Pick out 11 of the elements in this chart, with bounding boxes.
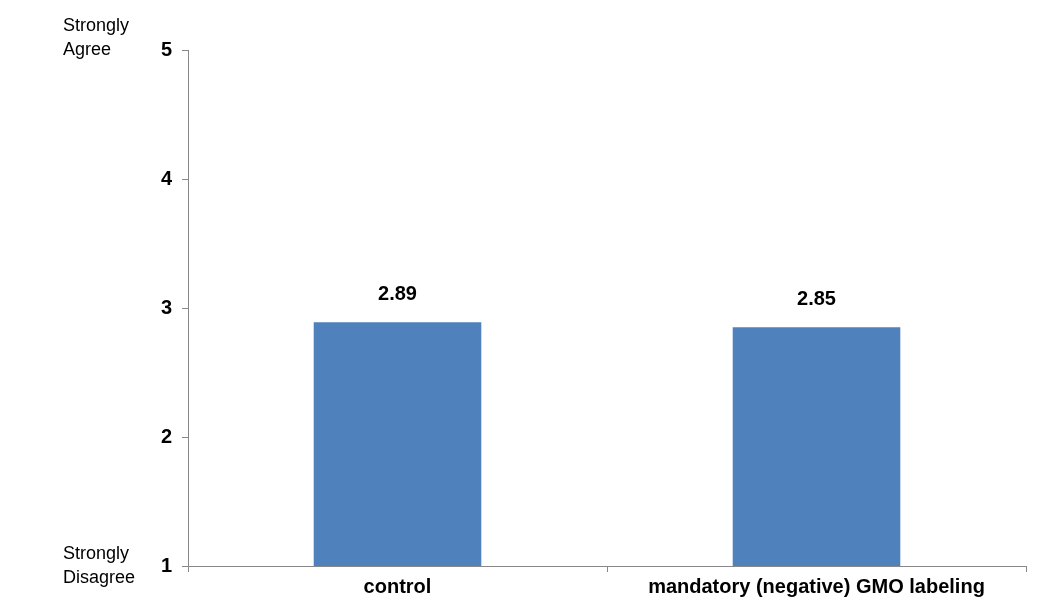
x-tick-label: mandatory (negative) GMO labeling — [648, 574, 985, 597]
y-tick-label: 1 — [160, 553, 172, 576]
y-tick-label: 5 — [160, 37, 172, 60]
data-label: 2.85 — [797, 286, 836, 309]
y-tick-label: 2 — [160, 424, 172, 447]
text: Strongly Agree — [63, 14, 130, 59]
x-tick-label: control — [363, 574, 432, 597]
data-label: 2.89 — [378, 281, 417, 304]
text: Strongly Disagree — [63, 542, 136, 587]
y-tick-label: 3 — [160, 295, 172, 318]
y-tick-label: 4 — [160, 166, 173, 189]
